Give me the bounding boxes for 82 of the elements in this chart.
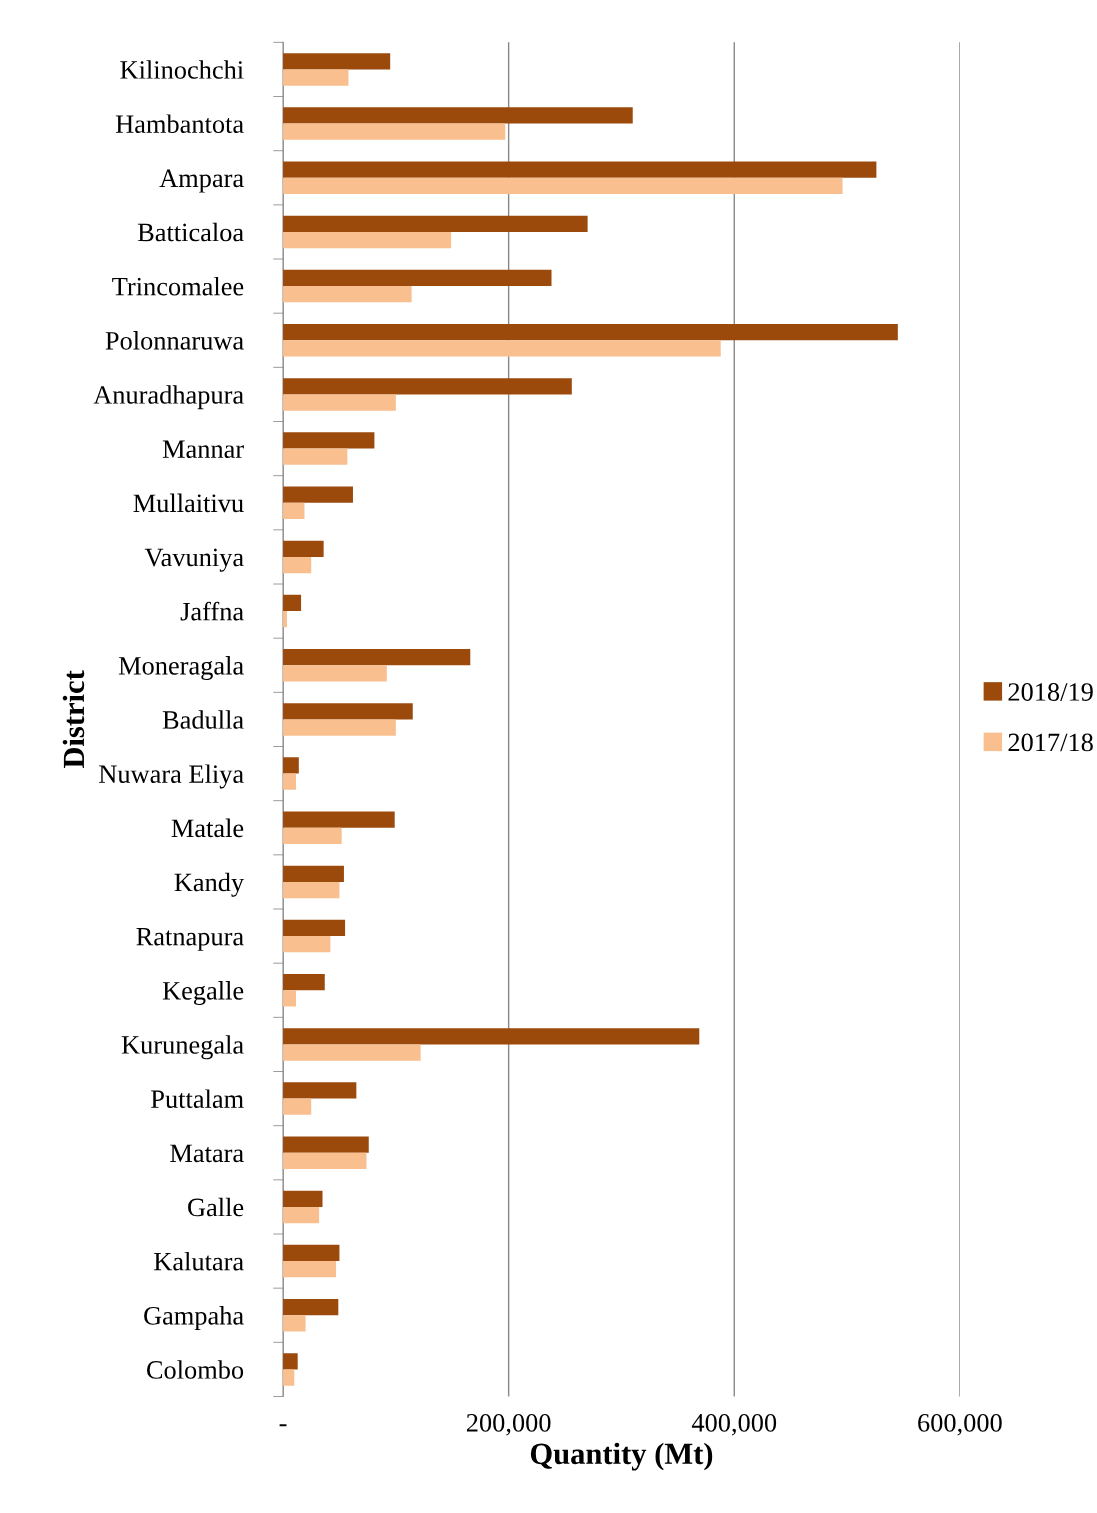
bar bbox=[283, 540, 324, 557]
x-axis-title: Quantity (Mt) bbox=[530, 1442, 713, 1471]
bar bbox=[283, 486, 353, 503]
y-tick-label: Ratnapura bbox=[136, 927, 244, 951]
bar bbox=[283, 432, 375, 449]
y-tick-label: Nuwara Eliya bbox=[99, 764, 244, 789]
bar bbox=[283, 1152, 367, 1169]
bar bbox=[283, 649, 471, 666]
bar bbox=[283, 107, 633, 124]
y-tick-label: Moneragala bbox=[118, 656, 244, 681]
bar bbox=[283, 1098, 312, 1115]
y-tick-label: Mannar bbox=[162, 440, 244, 459]
bar bbox=[283, 161, 877, 178]
bar bbox=[283, 811, 395, 828]
bar bbox=[283, 69, 349, 86]
bar bbox=[283, 1315, 306, 1332]
bar bbox=[283, 286, 412, 303]
y-tick-label: Vavuniya bbox=[144, 548, 244, 572]
y-tick-label: Kegalle bbox=[162, 981, 244, 1006]
x-tick-label: - bbox=[279, 1424, 287, 1427]
x-tick-label: 600,000 bbox=[918, 1413, 1002, 1436]
bar bbox=[283, 1028, 700, 1045]
bar bbox=[283, 1082, 357, 1099]
bar bbox=[283, 703, 413, 720]
bar bbox=[283, 1299, 339, 1316]
bar bbox=[283, 340, 721, 357]
y-tick-label: Matara bbox=[170, 1144, 244, 1163]
bar bbox=[283, 556, 312, 574]
bar bbox=[283, 881, 340, 899]
bar bbox=[283, 773, 296, 790]
y-tick-label: Jaffna bbox=[180, 601, 244, 621]
bar bbox=[283, 1353, 298, 1370]
x-tick-label: 400,000 bbox=[691, 1413, 777, 1436]
bar bbox=[283, 757, 299, 774]
bar bbox=[283, 919, 346, 937]
bar bbox=[283, 394, 396, 411]
bar bbox=[283, 1244, 340, 1262]
y-tick-label: Kalutara bbox=[154, 1251, 244, 1271]
y-tick-label: Gampaha bbox=[144, 1306, 244, 1331]
y-tick-label: Colombo bbox=[146, 1360, 244, 1379]
bar bbox=[283, 53, 391, 70]
bar bbox=[283, 269, 552, 287]
y-tick-label: Kurunegala bbox=[121, 1035, 244, 1060]
y-tick-label: Anuradhapura bbox=[93, 385, 244, 410]
bar bbox=[283, 1190, 323, 1207]
bar bbox=[283, 215, 588, 232]
y-tick-label: Mullaitivu bbox=[133, 493, 244, 513]
bar bbox=[283, 324, 898, 341]
y-tick-label: Ampara bbox=[159, 169, 244, 193]
bar bbox=[283, 502, 305, 520]
y-tick-label: Hambantota bbox=[115, 114, 244, 134]
bar bbox=[283, 177, 843, 195]
bar bbox=[283, 1136, 369, 1153]
bar bbox=[283, 990, 296, 1007]
bar bbox=[283, 1369, 295, 1386]
bar bbox=[283, 594, 302, 612]
bar bbox=[283, 378, 572, 395]
y-tick-label: Matale bbox=[171, 818, 244, 838]
bar bbox=[283, 1044, 421, 1061]
y-tick-label: Batticaloa bbox=[137, 222, 244, 242]
legend-label: 2018/19 bbox=[1008, 683, 1093, 701]
y-tick-label: Kandy bbox=[174, 872, 245, 897]
y-tick-label: Polonnaruwa bbox=[105, 331, 244, 350]
bar bbox=[283, 719, 396, 736]
y-tick-label: Trincomalee bbox=[112, 276, 244, 296]
bar bbox=[283, 231, 452, 249]
legend-label: 2017/18 bbox=[1008, 733, 1093, 752]
bar bbox=[283, 865, 344, 882]
y-tick-label: Badulla bbox=[162, 710, 244, 729]
bar bbox=[283, 1261, 337, 1278]
bar bbox=[283, 123, 506, 140]
bar bbox=[283, 1206, 320, 1224]
bar bbox=[283, 448, 348, 465]
y-tick-label: Kilinochchi bbox=[120, 60, 244, 79]
x-tick-label: 200,000 bbox=[466, 1413, 551, 1436]
bar bbox=[283, 665, 387, 682]
y-tick-label: Galle bbox=[188, 1197, 244, 1217]
bar bbox=[283, 974, 325, 991]
bar bbox=[283, 936, 331, 953]
y-tick-label: Puttalam bbox=[151, 1089, 244, 1108]
bar bbox=[283, 827, 342, 845]
y-axis-title: District bbox=[62, 670, 85, 769]
